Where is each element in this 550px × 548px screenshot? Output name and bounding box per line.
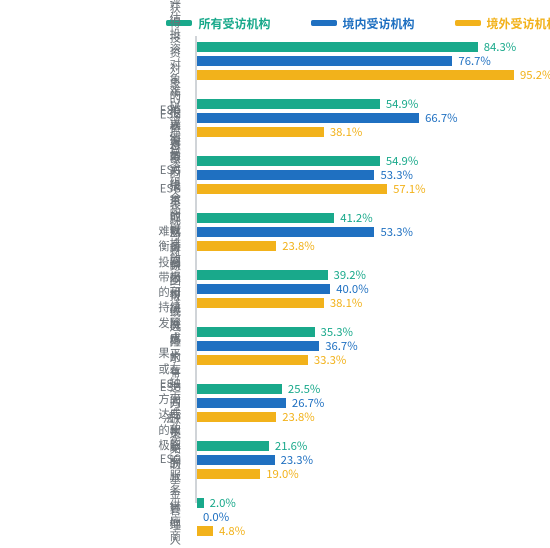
bar-value-label: 23.8% <box>282 409 314 425</box>
bar-value-label: 38.1% <box>330 295 362 311</box>
bar-value-label: 19.0% <box>266 466 298 482</box>
bar-value-label: 66.7% <box>425 110 457 126</box>
bar: 76.7% <box>197 56 452 66</box>
bar-group: 其他2.0%0.0%4.8% <box>197 498 530 536</box>
bar-group: 缺少可供选择的有 ESG 方法 / 策略的 基金管理人25.5%26.7%23.… <box>197 384 530 422</box>
bar: 53.3% <box>197 170 374 180</box>
legend-item: 境内受访机构 <box>311 15 415 32</box>
bar: 26.7% <box>197 398 286 408</box>
bar-value-label: 41.2% <box>340 210 372 226</box>
bar: 66.7% <box>197 113 419 123</box>
bar: 23.8% <box>197 241 276 251</box>
bar: 38.1% <box>197 298 324 308</box>
bar: 4.8% <box>197 526 213 536</box>
bar: 38.1% <box>197 127 324 137</box>
bar-group: 难以获得投资对象的 ESG 信息84.3%76.7%95.2% <box>197 42 530 80</box>
category-label: 其他 <box>170 502 181 533</box>
bar-value-label: 53.3% <box>380 224 412 240</box>
bar-value-label: 23.8% <box>282 238 314 254</box>
bar: 23.8% <box>197 412 276 422</box>
bar-group: 难以衡量投资带来的可持续发展成果， 或在 ESG 方面达成的积极影响35.3%3… <box>197 327 530 365</box>
bar: 23.3% <box>197 455 275 465</box>
legend-label: 境外受访机构 <box>487 15 550 32</box>
bar: 36.7% <box>197 341 319 351</box>
legend-item: 所有受访机构 <box>166 15 270 32</box>
legend-label: 境内受访机构 <box>343 15 415 32</box>
bar: 57.1% <box>197 184 387 194</box>
bar: 25.5% <box>197 384 282 394</box>
bar: 35.3% <box>197 327 315 337</box>
legend-label: 所有受访机构 <box>198 15 270 32</box>
bar: 95.2% <box>197 70 514 80</box>
esg-barriers-chart: 所有受访机构 境内受访机构 境外受访机构难以获得投资对象的 ESG 信息84.3%7… <box>0 0 550 517</box>
legend-item: 境外受访机构 <box>455 15 550 32</box>
bar-value-label: 95.2% <box>520 67 550 83</box>
chart-legend: 所有受访机构境内受访机构境外受访机构 <box>195 10 530 36</box>
bar-group: 评估投资对象的 ESG 表现的方法不成熟54.9%66.7%38.1% <box>197 99 530 137</box>
bar-value-label: 76.7% <box>458 53 490 69</box>
bar: 40.0% <box>197 284 330 294</box>
bar: 54.9% <box>197 99 380 109</box>
bar: 19.0% <box>197 469 260 479</box>
bar-value-label: 33.3% <box>314 352 346 368</box>
bar-group: 难以衡量 ESG 投资的财务回报和风险水平41.2%53.3%23.8% <box>197 213 530 251</box>
bar-value-label: 54.9% <box>386 96 418 112</box>
plot-area: 难以获得投资对象的 ESG 信息84.3%76.7%95.2% 评估投资对象的 E… <box>195 36 530 503</box>
bar-value-label: 57.1% <box>393 181 425 197</box>
bar: 53.3% <box>197 227 374 237</box>
bar-value-label: 4.8% <box>219 523 245 539</box>
bar-value-label: 38.1% <box>330 124 362 140</box>
bar-group: 投资对象的 ESG 表现与财务回报或 风险水平之间缺乏关联39.2%40.0%3… <box>197 270 530 308</box>
bar: 41.2% <box>197 213 334 223</box>
legend-swatch <box>455 20 481 26</box>
bar-group: 缺少专业的 ESG 服务供应商21.6%23.3%19.0% <box>197 441 530 479</box>
legend-swatch <box>311 20 337 26</box>
bar: 21.6% <box>197 441 269 451</box>
bar-group: 难以评估投资组合的碳排放54.9%53.3%57.1% <box>197 156 530 194</box>
bar: 54.9% <box>197 156 380 166</box>
bar: 33.3% <box>197 355 308 365</box>
bar: 84.3% <box>197 42 478 52</box>
bar: 2.0% <box>197 498 204 508</box>
bar: 39.2% <box>197 270 328 280</box>
